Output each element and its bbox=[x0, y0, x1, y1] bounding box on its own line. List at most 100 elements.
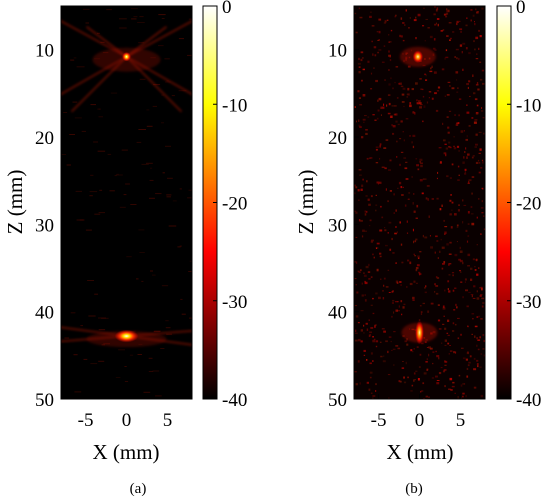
speckle-noise bbox=[407, 198, 409, 200]
speckle-noise bbox=[360, 58, 363, 62]
speckle-noise bbox=[434, 6, 436, 8]
speckle-noise bbox=[441, 342, 443, 344]
speckle-noise bbox=[384, 79, 386, 81]
speckle-noise bbox=[400, 186, 403, 189]
speckle-noise bbox=[473, 368, 477, 371]
background-noise bbox=[168, 225, 177, 227]
background-noise bbox=[177, 246, 181, 248]
colorbar-tick-label: -40 bbox=[222, 390, 247, 411]
speckle-noise bbox=[359, 104, 362, 106]
speckle-noise bbox=[415, 16, 417, 19]
speckle-noise bbox=[464, 281, 466, 283]
speckle-noise bbox=[376, 117, 379, 120]
speckle-noise bbox=[431, 65, 433, 68]
speckle-noise bbox=[395, 345, 399, 347]
speckle-noise bbox=[435, 375, 438, 378]
speckle-noise bbox=[360, 188, 363, 191]
speckle-noise bbox=[406, 343, 409, 346]
speckle-noise bbox=[385, 139, 389, 141]
background-noise bbox=[63, 112, 68, 113]
speckle-noise bbox=[480, 294, 483, 296]
speckle-noise bbox=[476, 363, 479, 365]
speckle-noise bbox=[416, 102, 420, 105]
speckle-noise bbox=[479, 366, 482, 368]
speckle-noise bbox=[463, 156, 465, 159]
speckle-noise bbox=[467, 364, 470, 367]
speckle-noise bbox=[482, 334, 485, 337]
speckle-noise bbox=[422, 95, 425, 98]
speckle-noise bbox=[449, 350, 453, 352]
speckle-noise bbox=[425, 361, 428, 363]
y-axis-label-a: Z (mm) bbox=[3, 170, 27, 235]
speckle-noise bbox=[369, 362, 372, 365]
speckle-noise bbox=[388, 34, 390, 36]
speckle-noise bbox=[413, 372, 416, 375]
speckle-noise bbox=[458, 114, 460, 117]
background-noise bbox=[161, 122, 164, 124]
speckle-noise bbox=[476, 216, 478, 219]
speckle-noise bbox=[372, 253, 374, 256]
speckle-noise bbox=[475, 112, 479, 115]
speckle-noise bbox=[470, 213, 474, 215]
speckle-noise bbox=[354, 12, 357, 15]
speckle-noise bbox=[374, 325, 376, 328]
speckle-noise bbox=[388, 169, 391, 171]
speckle-noise bbox=[377, 51, 379, 54]
background-noise bbox=[121, 149, 128, 151]
speckle-noise bbox=[436, 380, 440, 381]
speckle-noise bbox=[392, 125, 396, 128]
background-noise bbox=[119, 18, 127, 20]
speckle-noise bbox=[388, 69, 390, 71]
speckle-noise bbox=[464, 151, 466, 153]
background-noise bbox=[106, 9, 112, 11]
speckle-noise bbox=[429, 235, 431, 237]
speckle-noise bbox=[395, 226, 397, 228]
speckle-noise bbox=[459, 28, 463, 30]
speckle-noise bbox=[480, 233, 482, 235]
speckle-noise bbox=[482, 82, 485, 85]
speckle-noise bbox=[468, 361, 471, 364]
speckle-noise bbox=[380, 278, 382, 280]
speckle-noise bbox=[387, 269, 390, 271]
speckle-noise bbox=[402, 131, 404, 133]
speckle-noise bbox=[375, 292, 378, 295]
speckle-noise bbox=[465, 289, 468, 292]
speckle-noise bbox=[407, 376, 409, 379]
speckle-noise bbox=[418, 366, 421, 368]
speckle-noise bbox=[470, 19, 472, 22]
speckle-noise bbox=[435, 292, 439, 295]
background-noise bbox=[85, 229, 92, 231]
speckle-noise bbox=[390, 340, 392, 343]
speckle-noise bbox=[470, 206, 473, 208]
speckle-noise bbox=[388, 83, 391, 86]
speckle-noise bbox=[368, 263, 370, 267]
background-noise bbox=[148, 371, 154, 372]
speckle-noise bbox=[448, 263, 452, 265]
speckle-noise bbox=[387, 374, 391, 376]
speckle-noise bbox=[356, 291, 359, 294]
speckle-noise bbox=[403, 303, 406, 306]
background-noise bbox=[149, 179, 154, 181]
speckle-noise bbox=[356, 261, 358, 264]
x-tick-label: 5 bbox=[456, 410, 466, 431]
background-noise bbox=[146, 125, 153, 127]
speckle-noise bbox=[358, 219, 361, 222]
speckle-noise bbox=[368, 388, 371, 391]
speckle-noise bbox=[395, 14, 397, 17]
speckle-noise bbox=[431, 198, 434, 200]
background-noise bbox=[116, 173, 119, 175]
speckle-noise bbox=[429, 70, 433, 73]
speckle-noise bbox=[393, 212, 395, 214]
speckle-noise bbox=[388, 50, 390, 53]
speckle-noise bbox=[357, 62, 361, 65]
speckle-noise bbox=[399, 380, 402, 383]
speckle-noise bbox=[419, 158, 423, 162]
speckle-noise bbox=[424, 341, 427, 343]
speckle-noise bbox=[429, 35, 433, 39]
speckle-noise bbox=[474, 23, 476, 26]
speckle-noise bbox=[472, 318, 474, 320]
speckle-noise bbox=[428, 396, 430, 398]
speckle-noise bbox=[394, 81, 396, 84]
speckle-noise bbox=[359, 174, 362, 176]
speckle-noise bbox=[399, 34, 402, 38]
